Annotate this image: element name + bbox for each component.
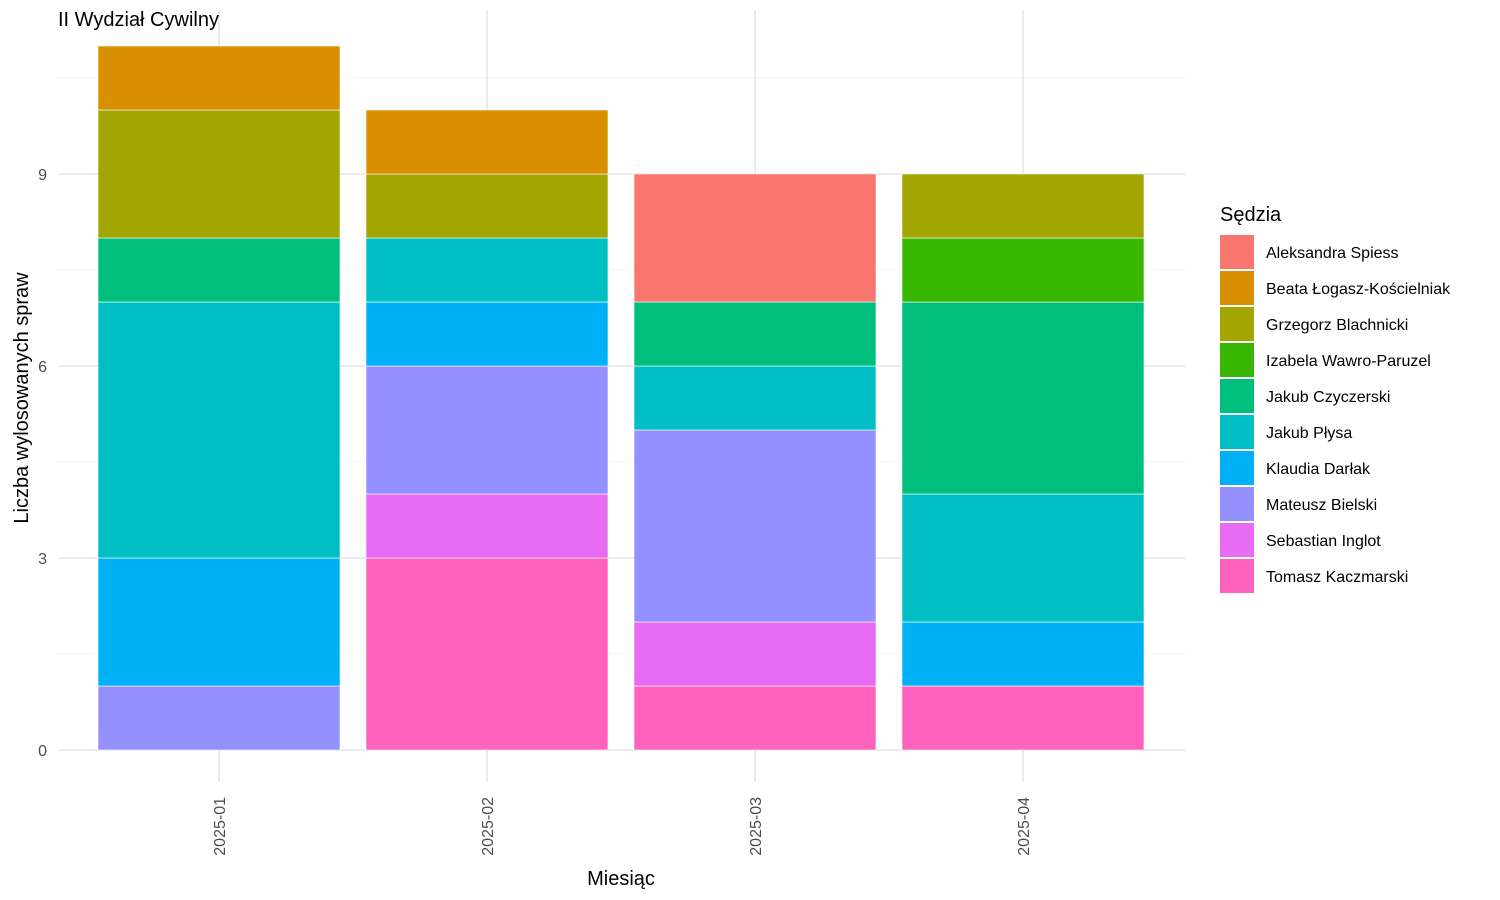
legend-label: Mateusz Bielski [1266, 497, 1377, 514]
legend-label: Klaudia Darłak [1266, 461, 1371, 478]
legend-swatch [1220, 451, 1254, 485]
x-axis-ticks: 2025-01 2025-02 2025-03 2025-04 [212, 797, 1033, 856]
y-tick-label: 3 [38, 551, 47, 568]
bar-segment [97, 301, 341, 559]
bar-segment [97, 685, 341, 751]
legend-title: Sędzia [1220, 204, 1282, 226]
bar-segment [365, 173, 609, 239]
legend-swatch [1220, 343, 1254, 377]
bar-segment [901, 237, 1145, 303]
x-tick-label: 2025-03 [748, 797, 765, 856]
bars [97, 45, 1145, 751]
bar-segment [901, 621, 1145, 687]
legend-item: Klaudia Darłak [1220, 451, 1371, 485]
y-tick-label: 9 [38, 167, 47, 184]
legend-swatch [1220, 415, 1254, 449]
bar-segment [365, 557, 609, 751]
bar-segment [901, 173, 1145, 239]
bar-segment [97, 45, 341, 111]
bar-segment [365, 493, 609, 559]
legend-swatch [1220, 271, 1254, 305]
legend-label: Sebastian Inglot [1266, 533, 1381, 550]
y-axis-title: Liczba wylosowanych spraw [11, 272, 33, 524]
legend-item: Sebastian Inglot [1220, 523, 1381, 557]
x-tick-label: 2025-04 [1016, 797, 1033, 856]
legend-label: Jakub Płysa [1266, 425, 1352, 442]
legend-label: Aleksandra Spiess [1266, 245, 1399, 262]
bar-segment [901, 301, 1145, 495]
legend-swatch [1220, 487, 1254, 521]
legend-label: Grzegorz Blachnicki [1266, 317, 1408, 334]
bar-segment [365, 109, 609, 175]
bar-segment [97, 109, 341, 239]
y-tick-label: 0 [38, 743, 47, 760]
legend-label: Izabela Wawro-Paruzel [1266, 353, 1431, 370]
legend-item: Izabela Wawro-Paruzel [1220, 343, 1431, 377]
legend-item: Tomasz Kaczmarski [1220, 559, 1408, 593]
bar-segment [633, 685, 877, 751]
legend-label: Tomasz Kaczmarski [1266, 569, 1408, 586]
bar-segment [633, 365, 877, 431]
legend-swatch [1220, 235, 1254, 269]
bar-segment [365, 365, 609, 495]
bar-segment [901, 493, 1145, 623]
legend-item: Beata Łogasz-Kościelniak [1220, 271, 1451, 305]
legend: Aleksandra Spiess Beata Łogasz-Kościelnia… [1220, 235, 1451, 593]
x-tick-label: 2025-02 [480, 797, 497, 856]
legend-label: Beata Łogasz-Kościelniak [1266, 281, 1451, 298]
y-tick-label: 6 [38, 359, 47, 376]
bar-segment [365, 237, 609, 303]
legend-item: Aleksandra Spiess [1220, 235, 1399, 269]
legend-item: Mateusz Bielski [1220, 487, 1377, 521]
legend-item: Jakub Płysa [1220, 415, 1352, 449]
bar-segment [633, 301, 877, 367]
x-tick-label: 2025-01 [212, 797, 229, 856]
bar-segment [97, 237, 341, 303]
bar-segment [365, 301, 609, 367]
legend-swatch [1220, 559, 1254, 593]
legend-swatch [1220, 307, 1254, 341]
legend-swatch [1220, 523, 1254, 557]
y-axis-ticks: 0 3 6 9 [38, 167, 47, 760]
x-axis-title: Miesiąc [587, 868, 655, 890]
bar-segment [633, 173, 877, 303]
chart-title: II Wydział Cywilny [58, 9, 219, 31]
legend-item: Grzegorz Blachnicki [1220, 307, 1408, 341]
bar-segment [901, 685, 1145, 751]
legend-swatch [1220, 379, 1254, 413]
legend-item: Jakub Czyczerski [1220, 379, 1390, 413]
bar-segment [633, 429, 877, 623]
legend-label: Jakub Czyczerski [1266, 389, 1390, 406]
bar-segment [633, 621, 877, 687]
bar-segment [97, 557, 341, 687]
